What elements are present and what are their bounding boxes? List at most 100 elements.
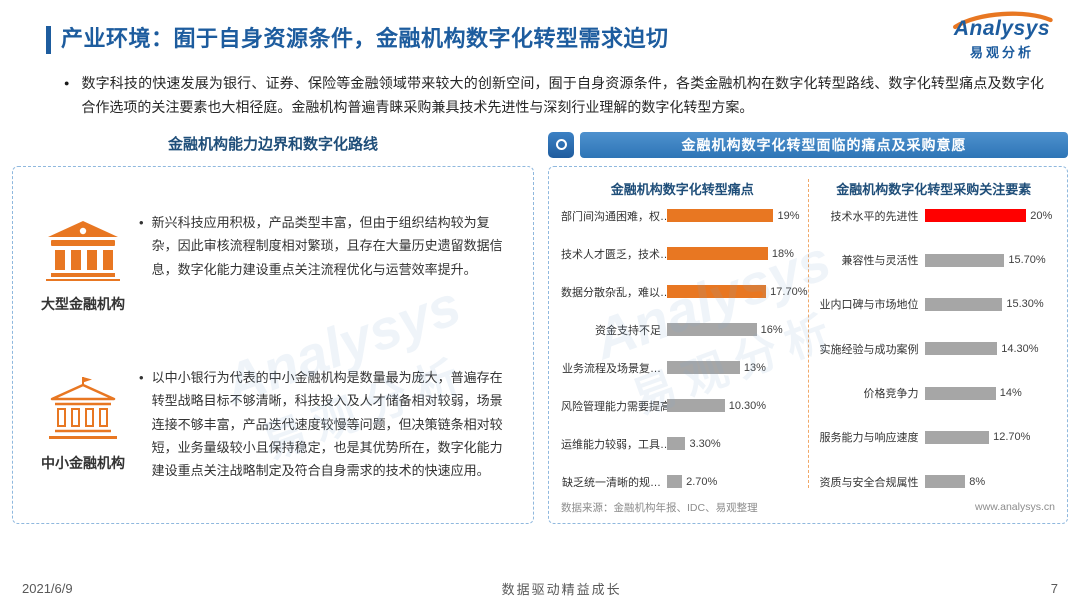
panel-header-badge-icon xyxy=(548,131,574,158)
panel-header: 金融机构数字化转型面临的痛点及采购意愿 xyxy=(548,131,1068,158)
bar xyxy=(924,209,1027,223)
bullet-icon: ● xyxy=(64,77,70,88)
institution-label: 中小金融机构 xyxy=(41,454,125,471)
bar-track: 15.70% xyxy=(924,253,1056,267)
bar-track: 8% xyxy=(924,475,1056,489)
ring-glyph xyxy=(555,139,567,151)
bar-value-label: 3.30% xyxy=(689,437,721,450)
bar-row: 业务流程及场景复… 13% xyxy=(561,360,804,376)
bar xyxy=(667,323,757,337)
capability-panel: 金融机构能力边界和数字化路线 xyxy=(12,132,534,524)
bar-row: 资金支持不足 16% xyxy=(561,322,804,338)
chart-title: 金融机构数字化转型采购关注要素 xyxy=(836,181,1032,197)
page-title: 产业环境：囿于自身资源条件，金融机构数字化转型需求迫切 xyxy=(61,26,669,51)
bar-row: 价格竞争力 14% xyxy=(813,385,1056,401)
institution-description-block: • 以中小银行为代表的中小金融机构是数量最为庞大，普遍存在转型战略目标不够清晰，… xyxy=(139,366,517,483)
institution-icon-column: 大型金融机构 xyxy=(27,211,139,314)
bar-track: 10.30% xyxy=(667,399,804,413)
bar-row: 技术人才匮乏，技术… 18% xyxy=(561,246,804,262)
institution-card-small: 中小金融机构 • 以中小银行为代表的中小金融机构是数量最为庞大，普遍存在转型战略… xyxy=(27,366,517,483)
institution-description-block: • 新兴科技应用积极，产品类型丰富，但由于组织结构较为复杂，因此审核流程制度相对… xyxy=(139,211,517,281)
bar-track: 2.70% xyxy=(667,475,804,489)
capability-panel-title: 金融机构能力边界和数字化路线 xyxy=(167,135,378,153)
footer-date: 2021/6/9 xyxy=(22,581,73,596)
logo-chinese-name: 易观分析 xyxy=(969,45,1034,60)
institution-description: 新兴科技应用积极，产品类型丰富，但由于组织结构较为复杂，因此审核流程制度相对繁琐… xyxy=(151,214,503,277)
bar-value-label: 10.30% xyxy=(728,399,767,412)
bar-rows: 技术水平的先进性 20% 兼容性与灵活性 15.70% 业内口碑与市场地位 15.30% 实… xyxy=(813,208,1056,498)
bar xyxy=(667,475,683,489)
bar xyxy=(924,297,1003,311)
website-link[interactable]: www.analysys.cn xyxy=(975,501,1055,514)
logo-swoosh-icon xyxy=(953,11,1053,30)
bar-value-label: 12.70% xyxy=(993,431,1031,444)
bar-category-label: 技术人才匮乏，技术… xyxy=(561,248,667,261)
bar-track: 13% xyxy=(667,361,804,375)
charts-box: 金融机构数字化转型痛点 部门间沟通困难，权… 19% 技术人才匮乏，技术… 18% 数据… xyxy=(548,165,1068,524)
bar-track: 20% xyxy=(924,209,1056,223)
bar-category-label: 运维能力较弱，工具… xyxy=(561,438,667,451)
bar-value-label: 8% xyxy=(969,475,986,488)
bar-track: 14% xyxy=(924,386,1056,400)
bar-value-label: 18% xyxy=(771,247,794,260)
bar-row: 实施经验与成功案例 14.30% xyxy=(813,341,1056,357)
bar-track: 15.30% xyxy=(924,297,1056,311)
bar xyxy=(667,247,768,261)
bar-row: 服务能力与响应速度 12.70% xyxy=(813,429,1056,445)
intro-paragraph: 数字科技的快速发展为银行、证券、保险等金融领域带来较大的创新空间，囿于自身资源条… xyxy=(81,74,1044,116)
bar-value-label: 15.70% xyxy=(1008,254,1046,267)
bar-row: 资质与安全合规属性 8% xyxy=(813,474,1056,490)
bar-value-label: 2.70% xyxy=(686,475,718,488)
bar-value-label: 17.70% xyxy=(770,285,808,298)
bar xyxy=(667,209,774,223)
footer-slogan: 数据驱动精益成长 xyxy=(501,582,622,597)
bar xyxy=(924,253,1005,267)
page-footer: 2021/6/9 数据驱动精益成长 7 xyxy=(0,579,1080,598)
bullet-dot: • xyxy=(139,369,144,385)
bar-category-label: 服务能力与响应速度 xyxy=(819,432,919,445)
charts-area: 金融机构数字化转型痛点 部门间沟通困难，权… 19% 技术人才匮乏，技术… 18% 数据… xyxy=(559,175,1057,498)
bar-row: 风险管理能力需要提高 10.30% xyxy=(561,398,804,414)
bar-value-label: 13% xyxy=(743,361,766,374)
bar xyxy=(924,475,966,489)
bar xyxy=(924,430,990,444)
chart-title: 金融机构数字化转型痛点 xyxy=(610,181,754,197)
procurement-chart: 金融机构数字化转型采购关注要素 技术水平的先进性 20% 兼容性与灵活性 15.70%… xyxy=(811,175,1058,498)
bar-track: 16% xyxy=(667,323,804,337)
bar-category-label: 业内口碑与市场地位 xyxy=(819,299,919,312)
bank-outline-icon xyxy=(49,376,117,439)
bar-row: 运维能力较弱，工具… 3.30% xyxy=(561,436,804,452)
bar-category-label: 缺乏统一清晰的规… xyxy=(562,476,661,489)
bar xyxy=(924,386,996,400)
bar-value-label: 14.30% xyxy=(1001,342,1039,355)
bullet-dot: • xyxy=(139,214,144,230)
institution-description: 以中小银行为代表的中小金融机构是数量最为庞大，普遍存在转型战略目标不够清晰，科技… xyxy=(151,369,503,479)
data-source-note: 数据来源：金融机构年报、IDC、易观整理 xyxy=(561,501,758,514)
bar-row: 兼容性与灵活性 15.70% xyxy=(813,252,1056,268)
bar-row: 技术水平的先进性 20% xyxy=(813,208,1056,224)
bar xyxy=(667,437,686,451)
bar-track: 3.30% xyxy=(667,437,804,451)
bar xyxy=(924,342,998,356)
institution-card-large: 大型金融机构 • 新兴科技应用积极，产品类型丰富，但由于组织结构较为复杂，因此审… xyxy=(27,211,517,314)
bar xyxy=(667,361,740,375)
bar-row: 部门间沟通困难，权… 19% xyxy=(561,208,804,224)
bar-category-label: 兼容性与灵活性 xyxy=(841,255,919,268)
bar-track: 19% xyxy=(667,209,804,223)
logo-wordmark: Analysys xyxy=(953,17,1051,40)
panel-header-title: 金融机构数字化转型面临的痛点及采购意愿 xyxy=(580,131,1068,158)
bank-filled-icon xyxy=(46,220,120,282)
bar-category-label: 技术水平的先进性 xyxy=(830,210,919,223)
intro-section: ● 数字科技的快速发展为银行、证券、保险等金融领域带来较大的创新空间，囿于自身资… xyxy=(0,55,1080,120)
institution-icon-column: 中小金融机构 xyxy=(27,366,139,473)
institution-label: 大型金融机构 xyxy=(41,295,125,312)
bar-track: 18% xyxy=(667,247,804,261)
bar-row: 缺乏统一清晰的规… 2.70% xyxy=(561,474,804,490)
bar-category-label: 部门间沟通困难，权… xyxy=(561,210,667,223)
bar-category-label: 数据分散杂乱，难以… xyxy=(561,286,667,299)
bar xyxy=(667,285,767,299)
bar-track: 14.30% xyxy=(924,342,1056,356)
bar-value-label: 14% xyxy=(999,387,1022,400)
footer-page-number: 7 xyxy=(1050,581,1058,596)
